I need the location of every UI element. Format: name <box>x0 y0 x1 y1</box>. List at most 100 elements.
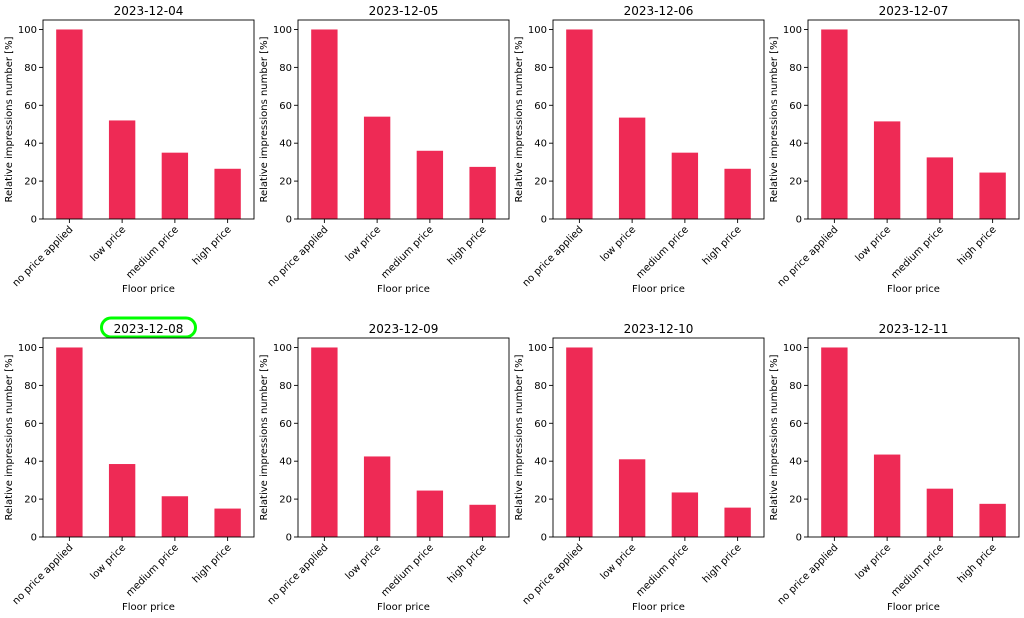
x-axis-label: Floor price <box>632 284 685 295</box>
x-tick-label: no price applied <box>521 224 586 289</box>
bar <box>979 503 1006 537</box>
bar <box>926 157 954 219</box>
axes-frame <box>552 19 765 220</box>
y-tick-label: 60 <box>789 419 802 430</box>
x-axis-label: Floor price <box>632 602 685 613</box>
y-tick-label: 40 <box>789 139 802 150</box>
subplot: 2023-12-10 0 20 40 60 80 100 no price applied lo… <box>514 322 765 613</box>
y-tick-label: 20 <box>279 177 292 188</box>
subplot-title: 2023-12-08 <box>114 322 184 336</box>
bar <box>416 490 444 537</box>
subplot: 2023-12-11 0 20 40 60 80 100 no price applied lo… <box>769 322 1020 613</box>
x-tick-label: no price applied <box>11 224 76 289</box>
bar <box>821 29 848 219</box>
y-tick-label: 0 <box>541 533 547 544</box>
y-tick-label: 80 <box>279 381 292 392</box>
bar <box>566 347 593 537</box>
bar <box>108 120 136 219</box>
bar <box>108 464 136 537</box>
y-tick-label: 40 <box>24 139 37 150</box>
bar <box>161 496 189 537</box>
y-tick-label: 0 <box>31 533 37 544</box>
x-tick-label: high price <box>446 224 489 267</box>
bar <box>469 504 496 537</box>
x-tick-label: no price applied <box>266 224 331 289</box>
y-tick-label: 0 <box>796 215 802 226</box>
x-tick-label: medium price <box>379 224 436 281</box>
x-tick-label: no price applied <box>776 542 841 607</box>
subplot-title: 2023-12-05 <box>369 4 439 18</box>
x-axis-label: Floor price <box>377 284 430 295</box>
y-tick-label: 100 <box>18 343 37 354</box>
x-tick-label: low price <box>599 542 639 582</box>
axes-frame <box>42 19 255 220</box>
y-tick-label: 100 <box>273 25 292 36</box>
y-tick-label: 20 <box>789 177 802 188</box>
x-tick-label: no price applied <box>776 224 841 289</box>
y-tick-label: 80 <box>24 381 37 392</box>
x-tick-label: high price <box>446 542 489 585</box>
bar <box>724 507 751 537</box>
x-tick-label: medium price <box>889 542 946 599</box>
y-tick-label: 60 <box>279 419 292 430</box>
y-tick-label: 80 <box>534 381 547 392</box>
y-tick-label: 0 <box>286 533 292 544</box>
y-axis-label: Relative impressions number [%] <box>4 354 15 520</box>
bar <box>724 168 751 219</box>
y-tick-label: 60 <box>279 101 292 112</box>
bar <box>618 117 646 219</box>
bar <box>311 29 338 219</box>
x-tick-label: no price applied <box>266 542 331 607</box>
bar <box>821 347 848 537</box>
axes-frame <box>297 337 510 538</box>
axes-frame <box>42 337 255 538</box>
bar <box>671 492 699 537</box>
x-tick-label: high price <box>191 224 234 267</box>
y-tick-label: 60 <box>24 101 37 112</box>
bar <box>416 150 444 219</box>
y-axis-label: Relative impressions number [%] <box>769 354 780 520</box>
bar <box>363 456 391 537</box>
subplot: 2023-12-09 0 20 40 60 80 100 no price applied lo… <box>259 322 510 613</box>
x-axis-label: Floor price <box>122 284 175 295</box>
y-tick-label: 60 <box>534 101 547 112</box>
bar <box>214 168 241 219</box>
x-tick-label: medium price <box>634 542 691 599</box>
y-tick-label: 80 <box>534 63 547 74</box>
bar <box>214 508 241 537</box>
x-tick-label: high price <box>701 542 744 585</box>
x-tick-label: medium price <box>124 542 181 599</box>
subplot-title: 2023-12-06 <box>624 4 694 18</box>
subplot-title: 2023-12-10 <box>624 322 694 336</box>
x-tick-label: high price <box>701 224 744 267</box>
y-tick-label: 40 <box>534 139 547 150</box>
x-tick-label: high price <box>956 224 999 267</box>
y-tick-label: 80 <box>279 63 292 74</box>
bar <box>311 347 338 537</box>
x-axis-label: Floor price <box>122 602 175 613</box>
x-tick-label: low price <box>854 542 894 582</box>
bar <box>161 152 189 219</box>
axes-frame <box>552 337 765 538</box>
subplot: 2023-12-04 0 20 40 60 80 100 no price applied lo… <box>4 4 255 295</box>
subplot-title: 2023-12-04 <box>114 4 184 18</box>
x-tick-label: medium price <box>124 224 181 281</box>
y-tick-label: 0 <box>286 215 292 226</box>
y-tick-label: 0 <box>796 533 802 544</box>
bar <box>469 166 496 219</box>
x-axis-label: Floor price <box>887 602 940 613</box>
y-tick-label: 40 <box>24 457 37 468</box>
bar <box>56 347 83 537</box>
axes-frame <box>297 19 510 220</box>
y-axis-label: Relative impressions number [%] <box>4 36 15 202</box>
y-tick-label: 20 <box>279 495 292 506</box>
bar <box>926 488 954 537</box>
subplot: 2023-12-05 0 20 40 60 80 100 no price applied lo… <box>259 4 510 295</box>
y-axis-label: Relative impressions number [%] <box>259 36 270 202</box>
x-tick-label: medium price <box>889 224 946 281</box>
x-axis-label: Floor price <box>887 284 940 295</box>
y-tick-label: 60 <box>534 419 547 430</box>
x-tick-label: low price <box>344 224 384 264</box>
x-tick-label: low price <box>344 542 384 582</box>
